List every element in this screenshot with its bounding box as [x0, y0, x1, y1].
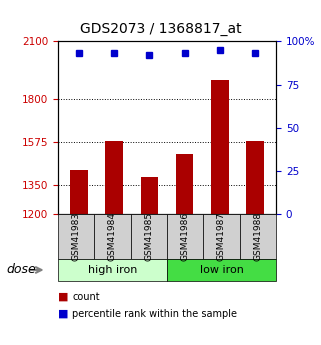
Text: percentile rank within the sample: percentile rank within the sample [72, 309, 237, 319]
Text: count: count [72, 292, 100, 302]
Text: high iron: high iron [88, 265, 137, 275]
Text: ■: ■ [58, 292, 68, 302]
Text: GSM41985: GSM41985 [144, 212, 153, 261]
Bar [105, 141, 123, 214]
Text: dose: dose [6, 264, 36, 276]
Bar [176, 155, 193, 214]
Text: low iron: low iron [200, 265, 243, 275]
Text: GSM41984: GSM41984 [108, 212, 117, 261]
Bar [246, 141, 264, 214]
Text: GSM41988: GSM41988 [253, 212, 262, 261]
Text: ■: ■ [58, 309, 68, 319]
Bar [141, 177, 158, 214]
Text: GSM41987: GSM41987 [217, 212, 226, 261]
Bar [211, 80, 229, 214]
Bar [70, 170, 88, 214]
Text: GSM41983: GSM41983 [72, 212, 81, 261]
Text: GSM41986: GSM41986 [181, 212, 190, 261]
Text: GDS2073 / 1368817_at: GDS2073 / 1368817_at [80, 22, 241, 37]
